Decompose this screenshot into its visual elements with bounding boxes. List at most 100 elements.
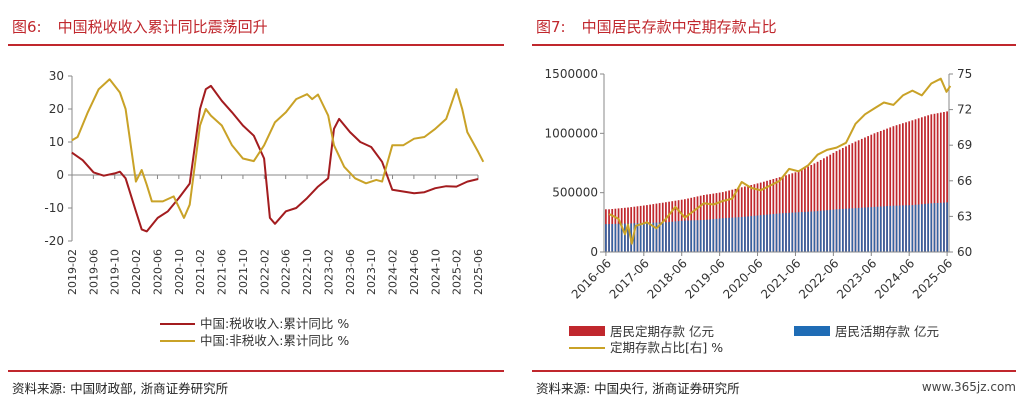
deposit-chart: 0 500000 1000000 1500000 60 63 66 69 72 75 2016-06… bbox=[545, 67, 973, 355]
demand-deposit-bar bbox=[747, 216, 749, 252]
y-tick-label: 0 bbox=[56, 168, 64, 182]
demand-deposit-bar bbox=[813, 211, 816, 252]
demand-deposit-bar bbox=[639, 223, 642, 252]
demand-deposit-bar bbox=[642, 223, 645, 252]
x-tick-label: 2024-06 bbox=[872, 256, 917, 301]
figure-label: 图7: bbox=[536, 18, 566, 36]
demand-deposit-bar bbox=[870, 207, 873, 252]
series-line-2 bbox=[71, 78, 485, 219]
time-deposit-bar bbox=[911, 120, 914, 252]
figure-title: 图6: 中国税收收入累计同比震荡回升 bbox=[12, 16, 268, 37]
time-deposit-bar bbox=[917, 118, 920, 252]
demand-deposit-bar bbox=[807, 211, 809, 252]
figure-title-text: 中国税收收入累计同比震荡回升 bbox=[57, 18, 268, 36]
demand-deposit-bar bbox=[665, 222, 667, 252]
time-deposit-bar bbox=[838, 149, 841, 252]
right-y-tick-label: 69 bbox=[957, 138, 972, 152]
x-tick-label: 2024-02 bbox=[387, 249, 400, 295]
demand-deposit-bar bbox=[737, 217, 740, 252]
x-tick-label: 2024-10 bbox=[429, 249, 442, 295]
demand-deposit-bar bbox=[905, 205, 907, 252]
demand-deposit-bar bbox=[623, 223, 626, 252]
source-note: 资料来源: 中国央行, 浙商证券研究所 bbox=[536, 381, 740, 396]
demand-deposit-bar bbox=[652, 222, 655, 252]
time-deposit-bar bbox=[807, 166, 809, 252]
time-deposit-bar bbox=[898, 124, 901, 252]
y-tick-label: 30 bbox=[49, 69, 64, 83]
demand-deposit-bar bbox=[832, 209, 835, 252]
time-deposit-bar bbox=[794, 172, 797, 252]
demand-deposit-bar bbox=[731, 217, 734, 252]
demand-deposit-bar bbox=[841, 208, 844, 252]
x-tick-label: 2023-10 bbox=[365, 249, 378, 295]
x-tick-label: 2020-10 bbox=[173, 249, 186, 295]
demand-deposit-bar bbox=[810, 211, 813, 252]
demand-deposit-bar bbox=[943, 202, 945, 252]
demand-deposit-bar bbox=[756, 215, 759, 252]
demand-deposit-bar bbox=[696, 220, 699, 252]
demand-deposit-bar bbox=[946, 202, 948, 252]
time-deposit-bar bbox=[886, 128, 888, 252]
demand-deposit-bar bbox=[655, 222, 658, 252]
demand-deposit-bar bbox=[759, 215, 762, 252]
x-tick-label: 2022-10 bbox=[301, 249, 314, 295]
demand-deposit-bar bbox=[911, 205, 914, 252]
right-y-tick-label: 75 bbox=[957, 67, 972, 81]
time-deposit-bar bbox=[810, 165, 813, 252]
source-rule bbox=[532, 370, 1016, 372]
demand-deposit-bar bbox=[892, 205, 895, 252]
x-tick-label: 2021-06 bbox=[758, 256, 803, 301]
source-note: 资料来源: 中国财政部, 浙商证券研究所 bbox=[12, 381, 229, 396]
demand-deposit-bar bbox=[715, 218, 718, 252]
demand-deposit-bar bbox=[886, 206, 888, 252]
time-deposit-bar bbox=[930, 114, 933, 252]
demand-deposit-bar bbox=[927, 203, 930, 252]
ratio-line bbox=[608, 77, 952, 245]
demand-deposit-bar bbox=[819, 210, 822, 252]
time-deposit-bar bbox=[876, 132, 879, 252]
legend-swatch bbox=[569, 326, 605, 336]
demand-deposit-bar bbox=[794, 212, 797, 252]
time-deposit-bar bbox=[800, 169, 803, 252]
time-deposit-bar bbox=[829, 154, 832, 252]
demand-deposit-bar bbox=[721, 218, 724, 252]
time-deposit-bar bbox=[902, 123, 904, 252]
left-y-tick-label: 500000 bbox=[552, 186, 598, 200]
demand-deposit-bar bbox=[740, 217, 743, 252]
demand-deposit-bar bbox=[867, 207, 869, 252]
time-deposit-bar bbox=[889, 127, 892, 252]
demand-deposit-bar bbox=[791, 212, 794, 252]
time-deposit-bar bbox=[867, 136, 869, 252]
time-deposit-bar bbox=[864, 137, 866, 252]
demand-deposit-bar bbox=[933, 203, 936, 252]
x-tick-label: 2019-06 bbox=[682, 256, 727, 301]
title-rule bbox=[8, 44, 504, 46]
demand-deposit-bar bbox=[605, 224, 607, 252]
demand-deposit-bar bbox=[734, 217, 737, 252]
time-deposit-bar bbox=[804, 168, 806, 252]
x-tick-label: 2020-06 bbox=[151, 249, 164, 295]
demand-deposit-bar bbox=[864, 207, 866, 252]
x-tick-label: 2018-06 bbox=[644, 256, 689, 301]
demand-deposit-bar bbox=[829, 209, 832, 252]
demand-deposit-bar bbox=[838, 209, 841, 252]
x-tick-label: 2023-06 bbox=[344, 249, 357, 295]
x-tick-label: 2021-06 bbox=[216, 249, 229, 295]
demand-deposit-bar bbox=[914, 204, 917, 252]
demand-deposit-bar bbox=[835, 209, 838, 252]
demand-deposit-bar bbox=[680, 220, 683, 252]
time-deposit-bar bbox=[943, 112, 945, 252]
source-rule bbox=[8, 370, 504, 372]
time-deposit-bar bbox=[908, 121, 911, 252]
right-y-tick-label: 63 bbox=[957, 209, 972, 223]
demand-deposit-bar bbox=[797, 212, 800, 252]
x-tick-label: 2020-02 bbox=[130, 249, 143, 295]
time-deposit-bar bbox=[895, 125, 898, 252]
demand-deposit-bar bbox=[804, 211, 806, 252]
time-deposit-bar bbox=[924, 116, 926, 252]
y-tick-label: -10 bbox=[44, 201, 64, 215]
demand-deposit-bar bbox=[800, 212, 803, 252]
demand-deposit-bar bbox=[851, 208, 854, 252]
time-deposit-bar bbox=[860, 138, 863, 252]
demand-deposit-bar bbox=[661, 222, 664, 252]
